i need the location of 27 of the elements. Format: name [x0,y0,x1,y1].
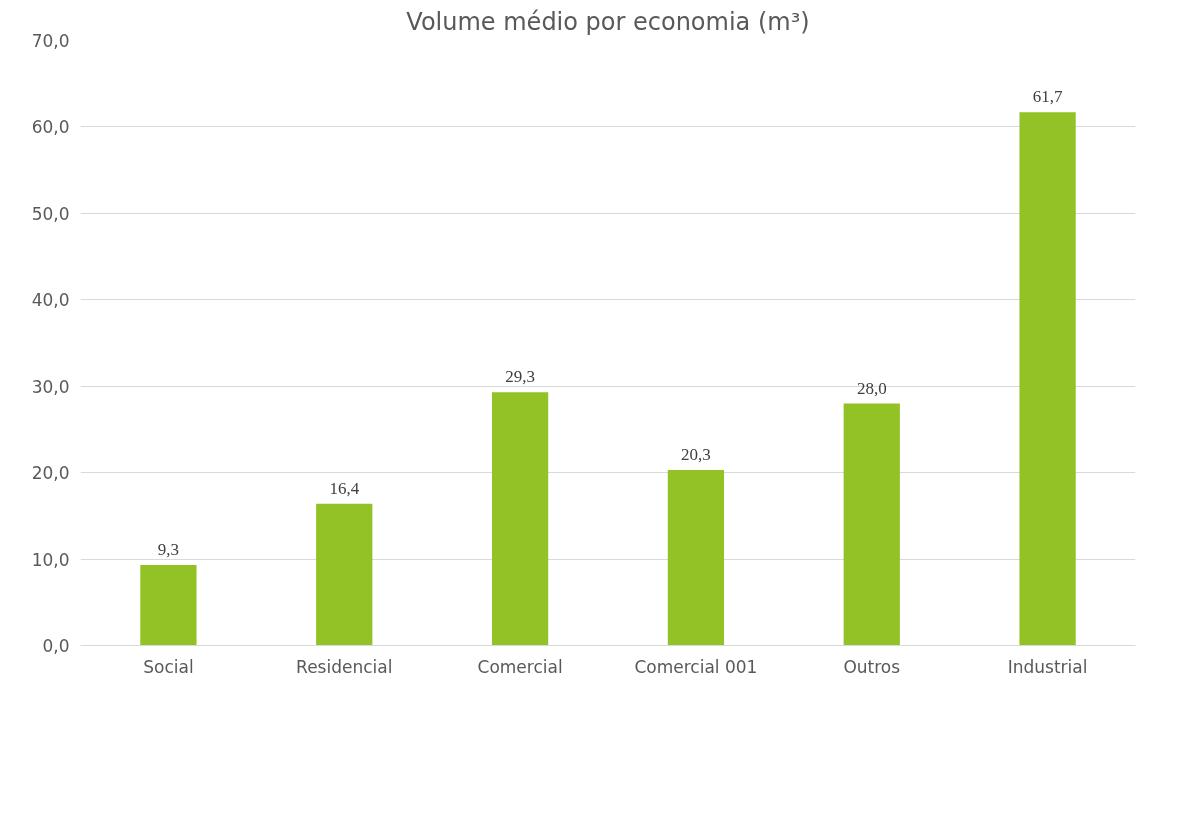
x-tick-label: Outros [843,656,901,677]
bar [1019,112,1076,646]
data-label: 61,7 [1032,87,1063,107]
bar [491,392,549,646]
x-tick-label: Comercial [477,656,563,677]
y-tick-label: 0,0 [42,636,70,656]
data-label: 20,3 [681,445,711,465]
chart-title: Volume médio por economia (m³) [406,7,810,36]
y-tick-label: 10,0 [31,549,70,570]
x-tick-label: Social [143,656,194,677]
x-tick-label: Residencial [296,656,393,677]
y-tick-label: 60,0 [31,117,70,138]
data-label: 29,3 [505,367,535,387]
bar [316,503,373,646]
data-label: 16,4 [329,478,360,498]
y-tick-label: 20,0 [31,463,70,484]
x-tick-label: Comercial 001 [634,656,758,677]
bar [140,565,197,646]
data-label: 28,0 [856,378,887,398]
y-tick-label: 50,0 [31,203,70,224]
bar [843,403,900,646]
bar [667,470,725,646]
y-tick-label: 70,0 [31,31,70,51]
x-tick-label: Industrial [1007,656,1088,677]
y-tick-label: 40,0 [31,290,70,311]
y-tick-label: 30,0 [31,376,70,397]
data-label: 9,3 [157,540,180,560]
